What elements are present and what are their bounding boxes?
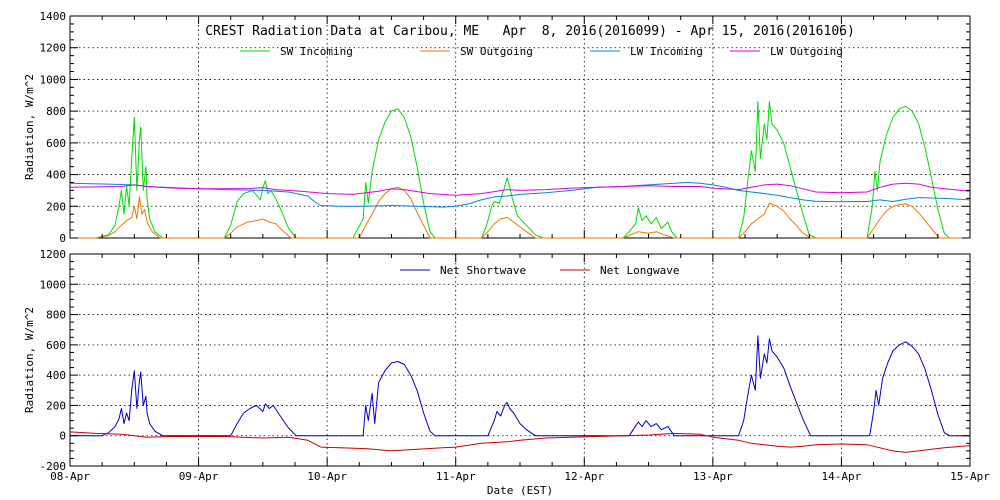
y-tick-label: 1200 xyxy=(40,248,67,261)
top-ticks: 0 200 400 600 800 1000 1200 1400 xyxy=(40,10,971,245)
top-grid xyxy=(70,16,970,238)
y-tick-label: 400 xyxy=(46,369,66,382)
y-tick-label: 200 xyxy=(46,399,66,412)
top-series-layer xyxy=(69,101,971,239)
legend-label: LW Incoming xyxy=(630,45,703,58)
bottom-y-axis-label: Radiation, W/m^2 xyxy=(23,307,36,413)
series-line-net-shortwave xyxy=(70,335,970,437)
x-tick-label: 13-Apr xyxy=(693,470,733,483)
bottom-panel: -200 0 200 400 600 800 1000 1200 Radiation, W/m… xyxy=(23,248,990,497)
series-line-lw-outgoing xyxy=(69,182,971,196)
y-tick-label: 1000 xyxy=(40,73,67,86)
top-legend: SW Incoming SW Outgoing LW Incoming LW Outg… xyxy=(240,45,843,58)
y-tick-label: 1200 xyxy=(40,42,67,55)
bottom-legend: Net Shortwave Net Longwave xyxy=(400,264,679,277)
x-tick-label: 09-Apr xyxy=(179,470,219,483)
bottom-plot-frame xyxy=(69,253,971,467)
legend-label: SW Outgoing xyxy=(460,45,533,58)
x-tick-label: 10-Apr xyxy=(307,470,347,483)
bottom-ticks: -200 0 200 400 600 800 1000 1200 xyxy=(40,248,971,473)
legend-label: LW Outgoing xyxy=(770,45,843,58)
x-tick-label: 08-Apr xyxy=(50,470,90,483)
series-line-lw-incoming xyxy=(69,182,971,208)
legend-label: Net Shortwave xyxy=(440,264,526,277)
bottom-grid xyxy=(70,254,970,466)
x-tick-label: 15-Apr xyxy=(950,470,990,483)
legend-label: SW Incoming xyxy=(280,45,353,58)
series-line-net-longwave xyxy=(69,431,971,453)
y-tick-label: 800 xyxy=(46,309,66,322)
y-tick-label: 800 xyxy=(46,105,66,118)
y-tick-label: 0 xyxy=(59,232,66,245)
y-tick-label: 1400 xyxy=(40,10,67,23)
bottom-series-layer xyxy=(69,335,971,453)
y-tick-label: 600 xyxy=(46,339,66,352)
y-tick-label: 0 xyxy=(59,430,66,443)
y-tick-label: 400 xyxy=(46,169,66,182)
y-tick-label: 200 xyxy=(46,200,66,213)
chart-title: CREST Radiation Data at Caribou, ME Apr … xyxy=(205,24,855,39)
top-panel: 0 200 400 600 800 1000 1200 1400 CREST Radiatio… xyxy=(23,10,971,245)
x-tick-label: 14-Apr xyxy=(822,470,862,483)
y-tick-label: 1000 xyxy=(40,278,67,291)
top-y-axis-label: Radiation, W/m^2 xyxy=(23,74,36,180)
y-tick-label: 600 xyxy=(46,137,66,150)
series-line-sw-incoming xyxy=(70,101,970,239)
x-axis-label: Date (EST) xyxy=(487,484,553,497)
x-tick-label: 11-Apr xyxy=(436,470,476,483)
x-tick-labels: 08-Apr 09-Apr 10-Apr 11-Apr 12-Apr 13-Apr 14-A… xyxy=(50,470,990,483)
y-tick-label: -200 xyxy=(40,460,67,473)
series-line-sw-outgoing xyxy=(70,186,970,239)
legend-label: Net Longwave xyxy=(600,264,679,277)
x-tick-label: 12-Apr xyxy=(564,470,604,483)
